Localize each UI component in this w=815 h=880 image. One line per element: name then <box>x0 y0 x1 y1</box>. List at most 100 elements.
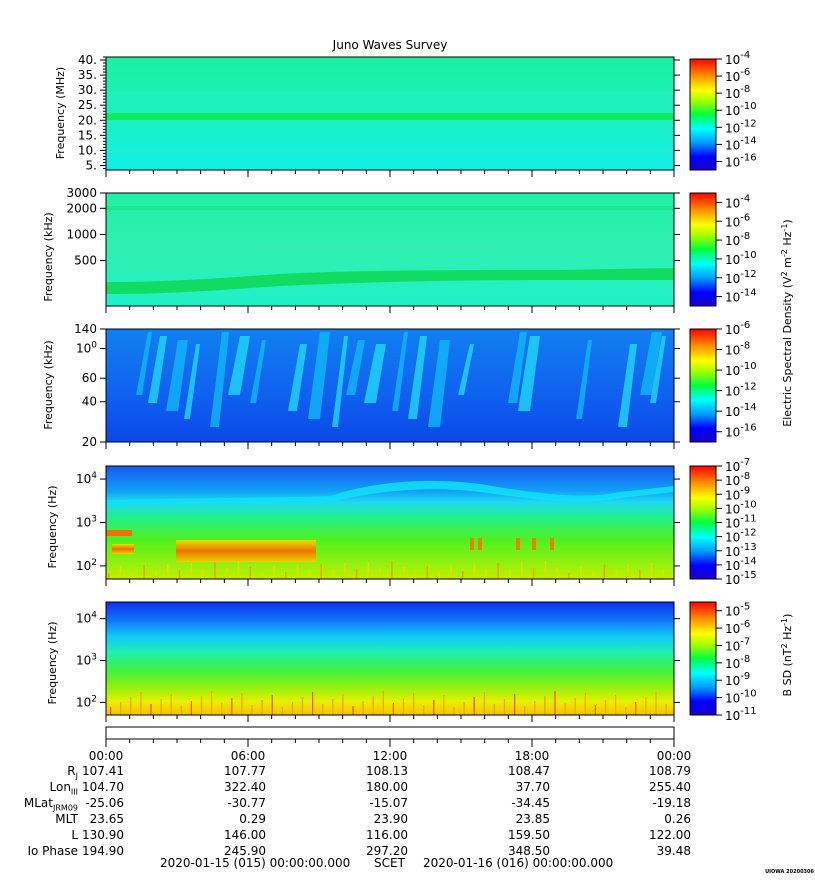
time-axis-strip <box>105 726 675 740</box>
panel-1-y-ticks: 5.10.15.20.25.30.35.40. <box>78 53 680 172</box>
colorbar-1 <box>689 58 717 171</box>
impulse <box>140 692 142 715</box>
impulse <box>645 697 647 715</box>
panel-2-ylabel: Frequency (kHz) <box>42 212 55 301</box>
colorbar-tick-label: 10-8 <box>725 654 750 671</box>
colorbar-tick-label: 10-10 <box>725 499 757 516</box>
ephemeris-value: 104.70 <box>82 780 124 794</box>
ephemeris-label: Io Phase <box>27 844 78 858</box>
emission-streak <box>508 332 527 403</box>
footer-stamp: UIOWA 20200306 <box>765 869 814 875</box>
impulse <box>143 565 145 579</box>
panel-1-band-faint-2 <box>106 150 674 152</box>
ephemeris-label: L <box>71 828 78 842</box>
colorbar-tick-label: 10-7 <box>725 457 750 474</box>
impulse-burst <box>532 538 536 550</box>
ephemeris-value: 348.50 <box>508 844 550 858</box>
panel-1-band-faint <box>106 92 674 94</box>
y-tick-label: 103 <box>76 653 97 668</box>
ephemeris-value: 0.29 <box>239 812 266 826</box>
panel-4-ylabel: Frequency (Hz) <box>46 486 59 569</box>
panel-3-x-ticks <box>105 442 675 449</box>
y-tick-label: 20 <box>82 435 97 449</box>
impulse <box>485 570 488 579</box>
colorbar-tick-label: 10-10 <box>725 689 757 706</box>
impulse <box>211 691 213 715</box>
ephemeris-value: 23.85 <box>515 812 550 826</box>
time-tick-label: 06:00 <box>231 749 266 763</box>
ephemeris-value: 37.70 <box>515 780 550 794</box>
impulse <box>639 570 641 579</box>
impulse <box>285 572 287 579</box>
colorbar-4 <box>689 465 717 580</box>
colorbar-tick-label: 10-12 <box>725 528 757 545</box>
impulse <box>119 566 122 579</box>
panel-5-y-ticks: 104 103 102 <box>76 611 680 709</box>
impulse-burst <box>516 538 520 550</box>
y-tick-label: 103 <box>76 515 97 530</box>
impulse <box>261 700 263 715</box>
time-range-mid: SCET <box>374 856 405 870</box>
y-tick-label: 60 <box>82 371 97 385</box>
impulse <box>521 562 523 579</box>
impulse <box>167 564 169 579</box>
ephemeris-value: 0.26 <box>664 812 691 826</box>
colorbar-tick-labels: 10-410-610-810-1010-1210-1410-1610-410-6… <box>716 50 757 723</box>
y-tick-label: 500 <box>74 254 97 268</box>
ephemeris-value: 130.90 <box>82 828 124 842</box>
impulse <box>342 694 344 715</box>
impulse <box>524 706 526 715</box>
colorbar-tick-label: 10-8 <box>725 471 750 488</box>
colorbar-tick-label: 10-10 <box>725 101 757 118</box>
impulse <box>273 566 275 579</box>
ephemeris-value: 245.90 <box>224 844 266 858</box>
colorbar-tick-label: 10-8 <box>725 84 750 101</box>
ephemeris-value: 180.00 <box>366 780 408 794</box>
colorbar-tick-label: 10-6 <box>725 67 750 84</box>
impulse <box>591 572 594 579</box>
panel-2-low-band <box>106 268 674 294</box>
impulse <box>433 700 435 715</box>
time-tick-label: 00:00 <box>89 749 124 763</box>
impulse <box>180 706 182 715</box>
impulse <box>414 573 417 579</box>
impulse <box>509 569 511 579</box>
emission-streak <box>640 332 662 395</box>
impulse <box>226 568 228 579</box>
ephemeris-value: -15.07 <box>369 796 408 810</box>
ephemeris-value: 23.90 <box>373 812 408 826</box>
ephemeris-row: MLT 23.65 0.29 23.90 23.85 0.26 <box>0 812 815 827</box>
impulse <box>190 563 193 579</box>
impulse <box>367 562 370 579</box>
colorbar-tick-label: 10-16 <box>725 423 757 440</box>
impulse <box>108 573 110 579</box>
impulse <box>594 705 596 715</box>
colorbar-tick-label: 10-6 <box>725 619 750 636</box>
impulse <box>402 698 405 715</box>
impulse <box>249 567 252 579</box>
ephemeris-value: -30.77 <box>227 796 266 810</box>
colorbar-tick-label: 10-12 <box>725 118 757 135</box>
panel-4-impulses <box>108 538 665 579</box>
impulse <box>503 699 506 715</box>
ephemeris-row: Io Phase 194.90 245.90 297.20 348.50 39.48 <box>0 844 815 859</box>
impulse <box>130 697 132 715</box>
panel-1: 5.10.15.20.25.30.35.40. Frequency (MHz) <box>54 53 680 177</box>
panel-4: 104 103 102 Frequency (Hz) <box>46 465 680 586</box>
panel-2-band-2mhz <box>106 206 674 210</box>
ephemeris-value: 108.79 <box>649 764 691 778</box>
impulse <box>426 566 429 579</box>
impulse <box>650 563 653 579</box>
colorbar-2 <box>689 192 717 307</box>
impulse <box>556 567 558 579</box>
emission-streak <box>346 340 365 395</box>
impulse <box>322 704 324 715</box>
colorbar-tick-label: 10-13 <box>725 542 757 559</box>
ephemeris-value: 107.77 <box>224 764 266 778</box>
ephemeris-value: 108.47 <box>508 764 550 778</box>
impulse <box>231 698 233 715</box>
ephemeris-row: MLatJRM09 -25.06 -30.77 -15.07 -34.45 -19.18 <box>0 796 815 812</box>
time-tick-label: 18:00 <box>515 749 550 763</box>
impulse <box>170 694 172 715</box>
colorbar-tick-label: 10-8 <box>725 231 750 248</box>
